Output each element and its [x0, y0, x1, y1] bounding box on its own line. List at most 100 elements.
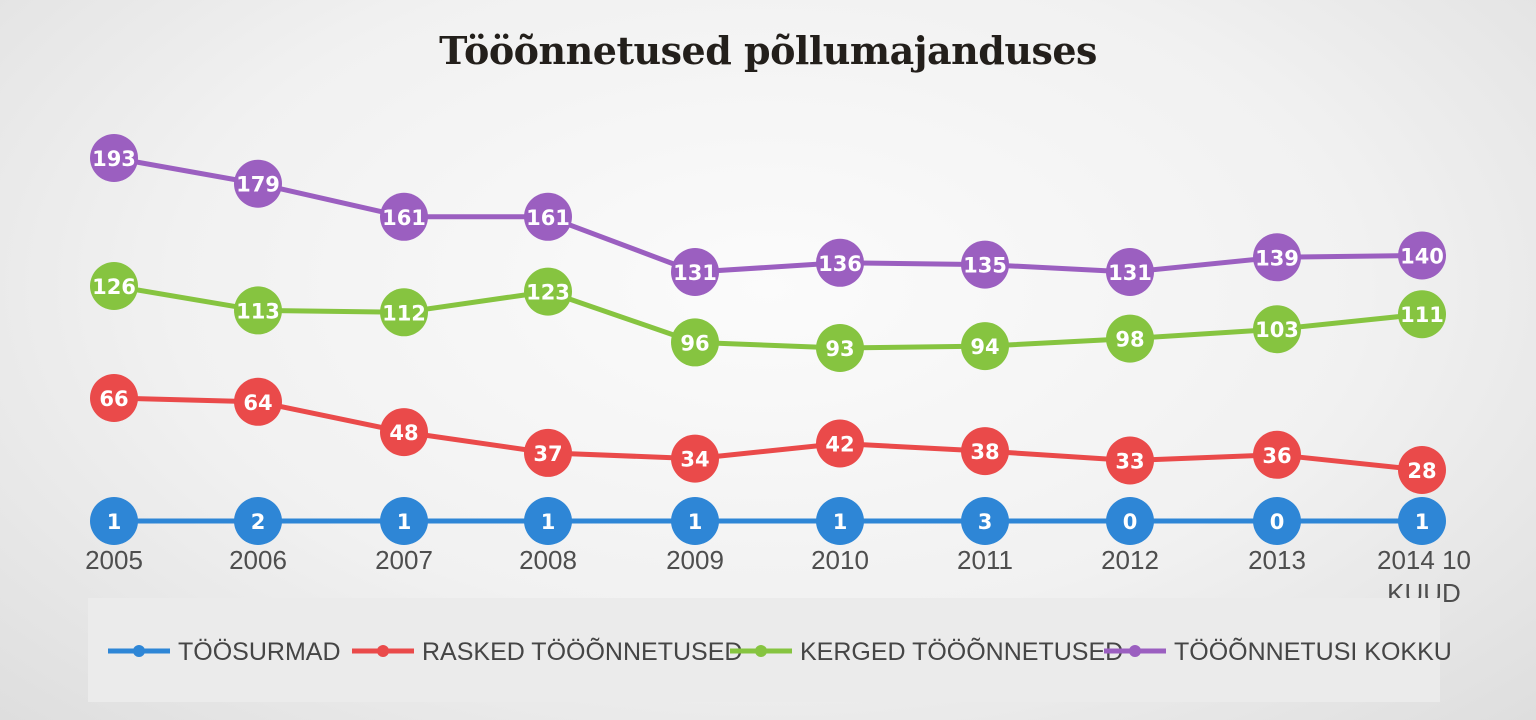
data-label: 1 — [541, 510, 556, 534]
data-label: 0 — [1270, 510, 1285, 534]
data-point — [234, 497, 282, 545]
data-point — [524, 267, 572, 316]
series-line — [113, 283, 1423, 351]
data-point — [1253, 497, 1301, 545]
data-point — [961, 240, 1009, 289]
data-point — [1398, 231, 1446, 280]
data-point — [90, 134, 138, 182]
data-point — [524, 428, 572, 477]
x-tick-label: 2013 — [1248, 545, 1306, 575]
legend-swatch-dot — [1129, 645, 1141, 657]
x-tick-label: 2014 10 — [1377, 545, 1471, 575]
data-point — [671, 318, 719, 367]
data-label: 131 — [673, 261, 717, 285]
data-point — [1253, 233, 1301, 282]
x-tick-label: 2007 — [375, 545, 433, 575]
data-point — [1253, 305, 1301, 354]
data-label: 0 — [1123, 510, 1138, 534]
data-label: 66 — [99, 387, 128, 411]
data-label: 3 — [978, 510, 993, 534]
data-label: 37 — [533, 442, 562, 466]
data-point — [671, 497, 719, 545]
x-tick-label: 2008 — [519, 545, 577, 575]
legend: TÖÖSURMAD RASKED TÖÖÕNNETUSED KERGED TÖÖÕN… — [108, 637, 1452, 666]
legend-item-4: TÖÖÕNNETUSI KOKKU — [1104, 637, 1452, 666]
data-label: 112 — [382, 301, 426, 325]
legend-item-3: KERGED TÖÖÕNNETUSED — [730, 637, 1123, 666]
data-label: 33 — [1115, 450, 1144, 474]
legend-item-1: TÖÖSURMAD — [108, 638, 341, 666]
data-point — [524, 192, 572, 241]
x-tick-label: 2009 — [666, 545, 724, 575]
data-point — [961, 497, 1009, 545]
data-label: 140 — [1400, 245, 1444, 269]
data-label: 48 — [389, 421, 418, 445]
series-2: 66 64 48 37 34 42 38 33 36 28 — [90, 374, 1446, 494]
data-point — [816, 419, 864, 468]
data-point — [1398, 290, 1446, 339]
data-point — [961, 322, 1009, 371]
legend-item-2: RASKED TÖÖÕNNETUSED — [352, 637, 742, 666]
legend-label: RASKED TÖÖÕNNETUSED — [422, 637, 742, 666]
data-label: 64 — [243, 391, 272, 415]
data-label: 2 — [251, 510, 266, 534]
series-line — [113, 155, 1423, 275]
data-label: 93 — [825, 337, 854, 361]
data-label: 179 — [236, 173, 280, 197]
data-label: 131 — [1108, 261, 1152, 285]
data-label: 1 — [107, 510, 122, 534]
data-label: 161 — [382, 206, 426, 230]
data-point — [380, 497, 428, 545]
data-label: 38 — [970, 440, 999, 464]
series-4: 193 179 161 161 131 136 135 131 139 140 — [90, 134, 1446, 296]
data-label: 94 — [970, 335, 999, 359]
legend-swatch-dot — [755, 645, 767, 657]
legend-label: TÖÖÕNNETUSI KOKKU — [1174, 637, 1452, 666]
data-point — [1106, 436, 1154, 485]
data-point — [90, 262, 138, 310]
data-label: 193 — [92, 147, 136, 171]
data-label: 1 — [688, 510, 703, 534]
data-label: 28 — [1407, 459, 1436, 483]
data-label: 1 — [833, 510, 848, 534]
legend-label: TÖÖSURMAD — [178, 638, 341, 666]
legend-label: KERGED TÖÖÕNNETUSED — [800, 637, 1123, 666]
data-point — [234, 377, 282, 426]
data-point — [1106, 248, 1154, 296]
data-label: 123 — [526, 281, 570, 305]
data-label: 139 — [1255, 246, 1299, 270]
data-point — [816, 238, 864, 287]
data-point — [1106, 497, 1154, 545]
data-point — [961, 427, 1009, 476]
legend-swatch-dot — [133, 645, 145, 657]
data-point — [1398, 446, 1446, 494]
legend-swatch-dot — [377, 645, 389, 657]
series-line — [113, 395, 1423, 473]
x-tick-label: 2011 — [957, 545, 1013, 575]
series-3: 126 113 112 123 96 93 94 98 103 111 — [90, 262, 1446, 372]
data-point — [234, 286, 282, 335]
data-label: 96 — [680, 331, 709, 355]
data-point — [90, 374, 138, 422]
series-1: 1 2 1 1 1 1 3 0 0 1 — [90, 497, 1446, 545]
data-label: 1 — [1415, 510, 1430, 534]
data-point — [816, 497, 864, 545]
data-point — [671, 434, 719, 483]
data-label: 135 — [963, 254, 1007, 278]
data-point — [90, 497, 138, 545]
data-point — [671, 248, 719, 296]
data-point — [1106, 314, 1154, 363]
x-tick-label: 2006 — [229, 545, 287, 575]
data-point — [1253, 430, 1301, 479]
data-point — [524, 497, 572, 545]
x-axis: 2005 2006 2007 2008 2009 2010 2011 2012 2013 2014… — [85, 545, 1471, 608]
data-label: 126 — [92, 275, 136, 299]
data-point — [380, 288, 428, 337]
x-tick-label: 2012 — [1101, 545, 1159, 575]
data-label: 113 — [236, 299, 280, 323]
data-label: 1 — [397, 510, 412, 534]
data-label: 98 — [1115, 328, 1144, 352]
data-point — [380, 192, 428, 241]
data-label: 36 — [1262, 444, 1291, 468]
